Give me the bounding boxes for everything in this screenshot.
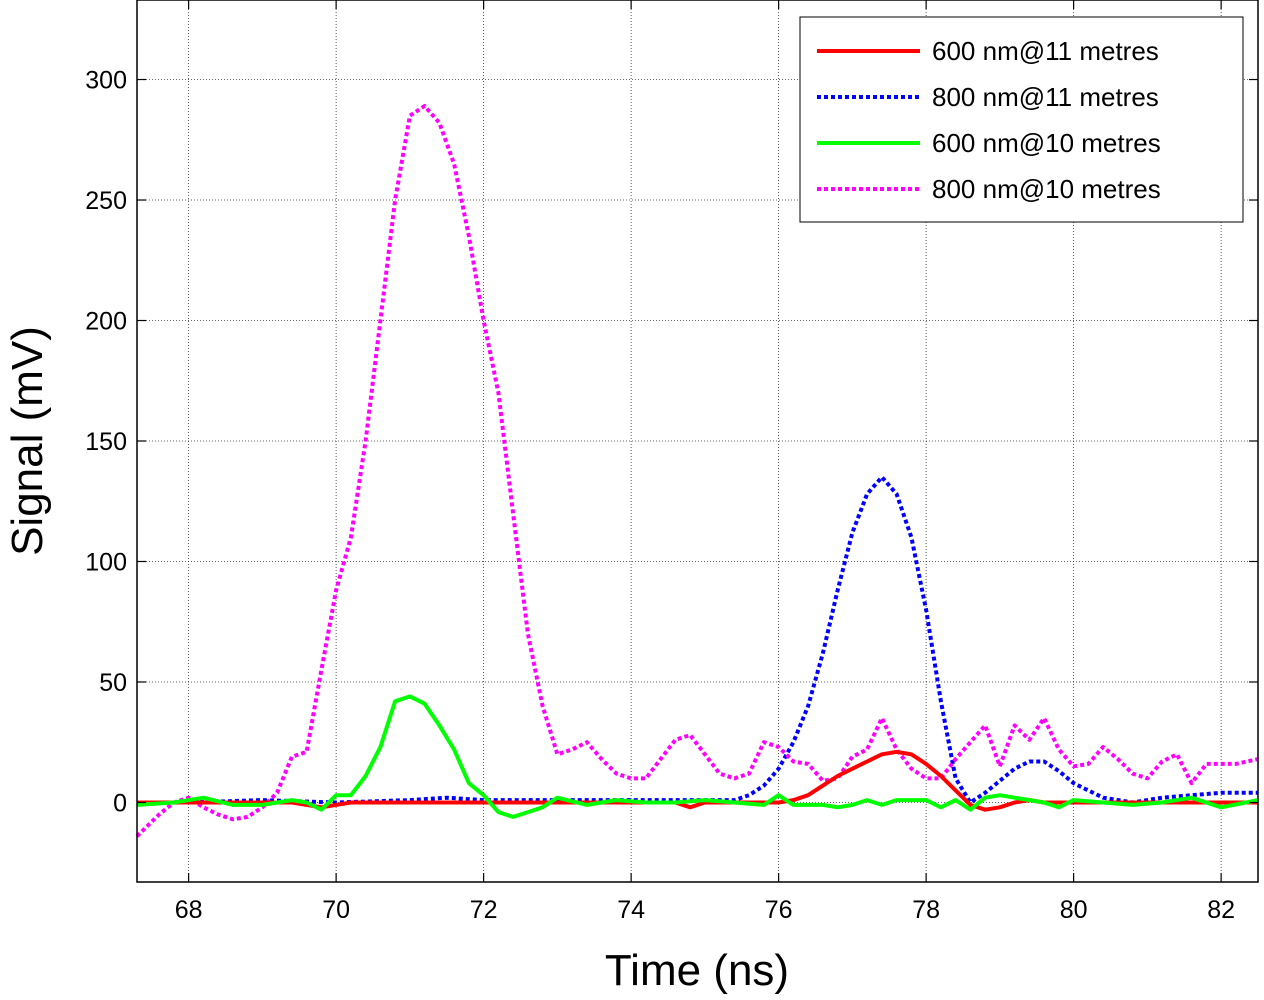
series-line-2 [136,694,1259,819]
x-tick-label-1: 70 [322,896,350,924]
x-tick-labels: 68 70 72 74 76 78 80 82 [175,0,1235,924]
legend-label-3: 800 nm@10 metres [932,174,1161,204]
legend-label-1: 800 nm@11 metres [932,82,1159,112]
y-tick-label-4: 200 [85,308,127,336]
series-line-0 [137,749,1258,812]
series-line-1 [137,475,1258,805]
legend-label-0: 600 nm@11 metres [932,36,1159,66]
y-tick-label-3: 150 [85,428,127,456]
legend-label-2: 600 nm@10 metres [932,128,1161,158]
x-tick-label-3: 74 [617,896,645,924]
y-tick-label-2: 100 [85,548,127,576]
x-axis-title: Time (ns) [605,946,789,995]
x-tick-label-7: 82 [1207,896,1235,924]
y-axis-title: Signal (mV) [3,326,52,556]
y-tick-label-0: 0 [113,789,127,817]
legend: 600 nm@11 metres 800 nm@11 metres 600 nm@1… [799,16,1244,223]
x-tick-label-0: 68 [175,896,203,924]
y-tick-label-6: 300 [85,67,127,95]
y-tick-label-1: 50 [99,669,127,697]
y-tick-label-5: 250 [85,187,127,215]
plot-lines [135,104,1259,838]
series-line-3 [135,104,1259,838]
y-tick-labels: 0 50 100 150 200 250 300 [85,67,1258,817]
x-tick-label-5: 78 [912,896,940,924]
x-tick-label-2: 72 [470,896,498,924]
x-tick-label-6: 80 [1060,896,1088,924]
x-tick-label-4: 76 [765,896,793,924]
